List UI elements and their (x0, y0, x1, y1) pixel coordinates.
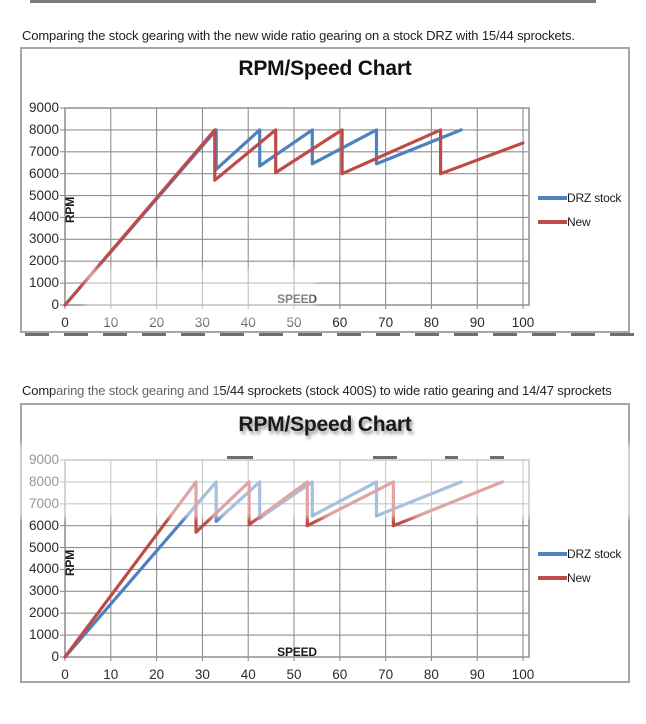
y-tick-label: 0 (51, 649, 59, 664)
legend-item-drz-stock: DRZ stock (538, 547, 621, 561)
y-tick-label: 8000 (28, 121, 59, 137)
watermark-dash (490, 456, 504, 459)
legend-label: DRZ stock (567, 191, 622, 205)
y-tick-label: 4000 (28, 561, 59, 577)
y-tick-label: 6000 (28, 517, 59, 533)
watermark-dashed-line (25, 333, 645, 336)
x-tick-label: 100 (511, 667, 535, 682)
x-tick-label: 20 (149, 667, 165, 682)
chart-1-y-axis-label: RPM (63, 196, 77, 224)
rpm-speed-chart-2: RPM/Speed Chart RPM SPEED DRZ stock New … (20, 403, 630, 683)
y-tick-label: 8000 (28, 473, 59, 489)
x-tick-label: 40 (240, 315, 256, 330)
watermark-dash (373, 456, 397, 459)
legend-label: New (567, 215, 591, 229)
y-tick-label: 7000 (28, 143, 59, 159)
chart-2-legend: DRZ stock New (538, 547, 621, 595)
chart-1-plot-area (60, 107, 530, 309)
legend-item-new: New (538, 215, 621, 229)
x-tick-label: 80 (423, 315, 439, 330)
x-tick-label: 40 (240, 667, 256, 682)
drz-stock-line-swatch (538, 552, 567, 556)
x-tick-label: 70 (378, 315, 394, 330)
y-tick-label: 2000 (28, 605, 59, 621)
y-tick-label: 2000 (28, 253, 59, 269)
y-tick-label: 9000 (28, 100, 59, 115)
y-tick-label: 5000 (28, 539, 59, 555)
chart-1-title: RPM/Speed Chart (238, 57, 412, 80)
y-tick-label: 6000 (28, 165, 59, 181)
caption-chart-2: Comparing the stock gearing and 15/44 sp… (22, 383, 612, 398)
y-tick-label: 1000 (28, 275, 59, 291)
watermark-dash (227, 456, 253, 459)
x-tick-label: 90 (469, 315, 485, 330)
new-line-swatch (538, 576, 567, 580)
legend-label: DRZ stock (567, 547, 622, 561)
legend-label: New (567, 571, 591, 585)
new-line-swatch (538, 220, 567, 224)
y-tick-label: 5000 (28, 187, 59, 203)
x-tick-label: 50 (286, 315, 302, 330)
x-tick-label: 50 (286, 667, 302, 682)
x-tick-label: 100 (511, 315, 535, 330)
caption-chart-1: Comparing the stock gearing with the new… (22, 28, 575, 43)
y-tick-label: 0 (51, 297, 59, 312)
x-tick-label: 30 (194, 667, 210, 682)
x-tick-label: 90 (469, 667, 485, 682)
chart-2-title: RPM/Speed Chart (238, 413, 412, 436)
chart-1-x-axis-label: SPEED (277, 292, 317, 306)
x-tick-label: 20 (149, 315, 165, 330)
y-tick-label: 7000 (28, 495, 59, 511)
x-tick-label: 0 (61, 315, 69, 330)
y-tick-label: 3000 (28, 231, 59, 247)
chart-2-plot-area (60, 459, 530, 661)
x-tick-label: 70 (378, 667, 394, 682)
y-tick-label: 4000 (28, 209, 59, 225)
chart-2-y-axis-label: RPM (63, 549, 77, 577)
y-tick-label: 3000 (28, 583, 59, 599)
x-tick-label: 30 (194, 315, 210, 330)
x-tick-label: 80 (423, 667, 439, 682)
x-tick-label: 10 (103, 667, 119, 682)
y-tick-label: 9000 (28, 452, 59, 467)
legend-item-drz-stock: DRZ stock (538, 191, 621, 205)
x-tick-label: 60 (332, 667, 348, 682)
legend-item-new: New (538, 571, 621, 585)
rpm-speed-chart-1: RPM/Speed Chart RPM SPEED DRZ stock New … (20, 47, 630, 333)
x-tick-label: 10 (103, 315, 119, 330)
x-tick-label: 0 (61, 667, 69, 682)
chart-1-legend: DRZ stock New (538, 191, 621, 239)
x-tick-label: 60 (332, 315, 348, 330)
watermark-top-line (30, 0, 596, 3)
chart-2-x-axis-label: SPEED (277, 645, 317, 659)
drz-stock-line-swatch (538, 196, 567, 200)
y-tick-label: 1000 (28, 627, 59, 643)
watermark-dash (445, 456, 458, 459)
